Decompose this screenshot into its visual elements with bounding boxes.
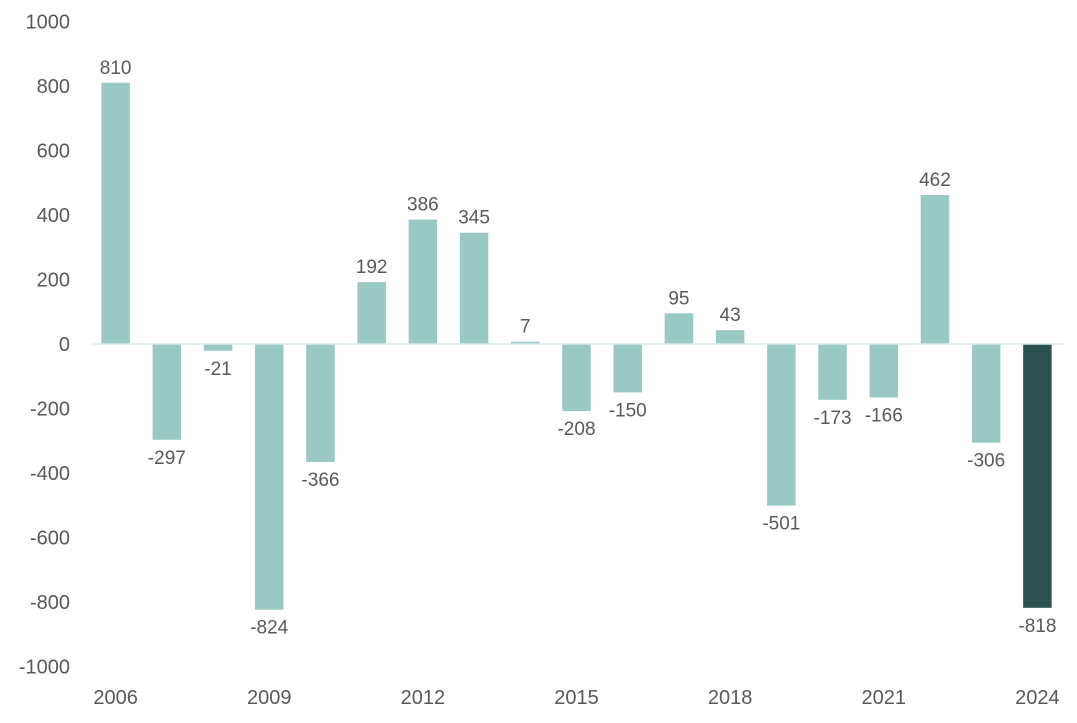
data-label: -818 <box>1018 616 1056 637</box>
y-tick-label: 600 <box>37 141 70 163</box>
bar-2008 <box>203 344 233 351</box>
data-label: -306 <box>967 451 1005 472</box>
data-label: 95 <box>668 288 689 309</box>
x-tick-label: 2006 <box>93 687 138 709</box>
bar-2009 <box>254 344 284 610</box>
data-label: -166 <box>865 406 903 427</box>
bar-2020 <box>818 344 847 400</box>
bar-2010 <box>306 344 335 463</box>
y-tick-label: 800 <box>37 76 70 98</box>
y-tick-label: -800 <box>30 592 70 614</box>
data-label: 810 <box>100 58 132 79</box>
y-tick-label: 200 <box>37 270 70 292</box>
bar-2018 <box>715 330 745 344</box>
data-label: -21 <box>204 359 231 380</box>
bar-2024 <box>1023 344 1052 608</box>
bar-2021 <box>869 344 899 398</box>
x-tick-label: 2015 <box>554 687 599 709</box>
bar-2015 <box>562 344 591 412</box>
data-label: -208 <box>557 419 595 440</box>
x-tick-label: 2024 <box>1015 687 1060 709</box>
data-label: 43 <box>720 305 741 326</box>
y-tick-label: -1000 <box>19 657 70 679</box>
y-tick-label: 0 <box>59 334 70 356</box>
y-tick-label: -400 <box>30 463 70 485</box>
data-label: -501 <box>762 514 800 535</box>
data-label: -366 <box>301 470 339 491</box>
bar-2017 <box>664 313 694 344</box>
bar-2023 <box>971 344 1001 443</box>
x-tick-label: 2012 <box>401 687 446 709</box>
data-label: -824 <box>250 618 288 639</box>
bar-2016 <box>613 344 642 393</box>
bar-2019 <box>767 344 796 506</box>
data-label: 345 <box>458 208 490 229</box>
y-tick-label: -200 <box>30 399 70 421</box>
x-tick-label: 2009 <box>247 687 292 709</box>
data-label: 462 <box>919 170 951 191</box>
y-tick-label: 1000 <box>26 12 71 34</box>
bar-2011 <box>357 282 386 344</box>
data-label: 386 <box>407 195 439 216</box>
data-label: 7 <box>520 317 531 338</box>
bar-2022 <box>920 195 950 344</box>
data-label: -150 <box>609 400 647 421</box>
data-label: -173 <box>814 408 852 429</box>
bar-2006 <box>101 82 130 345</box>
y-tick-label: -600 <box>30 528 70 550</box>
bar-2013 <box>459 232 489 344</box>
bar-2012 <box>408 219 438 344</box>
data-label: 192 <box>356 257 388 278</box>
x-tick-label: 2018 <box>708 687 753 709</box>
bar-2014 <box>511 341 540 344</box>
bar-2007 <box>152 344 182 440</box>
y-tick-label: 400 <box>37 205 70 227</box>
x-tick-label: 2021 <box>862 687 907 709</box>
data-label: -297 <box>148 448 186 469</box>
